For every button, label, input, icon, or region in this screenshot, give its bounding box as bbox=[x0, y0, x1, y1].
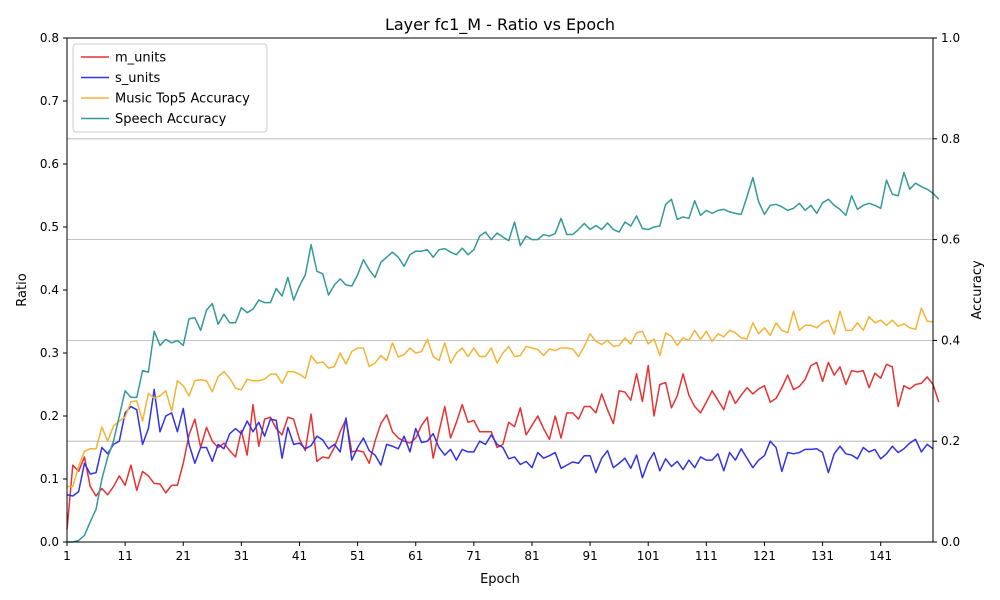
y-right-tick-label: 0.0 bbox=[941, 535, 960, 549]
x-tick-label: 1 bbox=[63, 549, 71, 563]
plot-lines bbox=[66, 171, 940, 543]
x-axis: 1 11 21 31 41 51 61 71 81 91 101 111 121 131 141 bbox=[63, 542, 892, 563]
y-axis-right-label: Accuracy bbox=[970, 260, 985, 320]
y-axis-left-label: Ratio bbox=[15, 273, 30, 306]
legend-box bbox=[72, 43, 268, 133]
y-left-tick-label: 0.0 bbox=[40, 535, 59, 549]
y-left-tick-label: 0.4 bbox=[40, 283, 59, 297]
y-left-tick-label: 0.7 bbox=[40, 94, 59, 108]
chart-title: Layer fc1_M - Ratio vs Epoch bbox=[385, 15, 615, 35]
x-tick-label: 81 bbox=[524, 549, 539, 563]
y-right-tick-label: 0.6 bbox=[941, 233, 960, 247]
legend-label-m-units: m_units bbox=[115, 51, 166, 66]
series-line-s-units bbox=[66, 388, 934, 497]
x-tick-label: 101 bbox=[637, 549, 660, 563]
x-tick-label: 51 bbox=[350, 549, 365, 563]
x-axis-label: Epoch bbox=[480, 572, 520, 587]
y-axis-left: 0.0 0.1 0.2 0.3 0.4 0.5 0.6 0.7 0.8 bbox=[40, 31, 67, 549]
y-left-tick-label: 0.6 bbox=[40, 157, 59, 171]
y-left-tick-label: 0.2 bbox=[40, 409, 59, 423]
x-tick-label: 111 bbox=[695, 549, 718, 563]
x-tick-label: 141 bbox=[869, 549, 892, 563]
legend-label-s-units: s_units bbox=[115, 71, 160, 86]
series-line-m-units bbox=[66, 361, 940, 530]
y-left-tick-label: 0.3 bbox=[40, 346, 59, 360]
y-right-tick-label: 1.0 bbox=[941, 31, 960, 45]
x-tick-label: 121 bbox=[753, 549, 776, 563]
x-tick-label: 61 bbox=[408, 549, 423, 563]
y-right-tick-label: 0.4 bbox=[941, 333, 960, 347]
x-tick-label: 71 bbox=[466, 549, 481, 563]
x-tick-label: 21 bbox=[176, 549, 191, 563]
x-tick-label: 91 bbox=[582, 549, 597, 563]
legend: m_units s_units Music Top5 Accuracy Speech … bbox=[72, 43, 268, 133]
x-tick-label: 11 bbox=[117, 549, 132, 563]
y-right-tick-label: 0.8 bbox=[941, 132, 960, 146]
legend-label-speech-accuracy: Speech Accuracy bbox=[115, 112, 227, 127]
x-tick-label: 131 bbox=[811, 549, 834, 563]
y-left-tick-label: 0.5 bbox=[40, 220, 59, 234]
series-line-speech-accuracy bbox=[67, 171, 940, 543]
y-right-tick-label: 0.2 bbox=[941, 434, 960, 448]
grid bbox=[67, 138, 933, 442]
x-tick-label: 41 bbox=[292, 549, 307, 563]
y-left-tick-label: 0.8 bbox=[40, 31, 59, 45]
y-left-tick-label: 0.1 bbox=[40, 472, 59, 486]
x-tick-label: 31 bbox=[234, 549, 249, 563]
y-axis-right: 0.0 0.2 0.4 0.6 0.8 1.0 bbox=[933, 31, 960, 549]
series-line-music-top5-accuracy bbox=[67, 307, 934, 488]
legend-label-music-top5-accuracy: Music Top5 Accuracy bbox=[115, 92, 250, 107]
